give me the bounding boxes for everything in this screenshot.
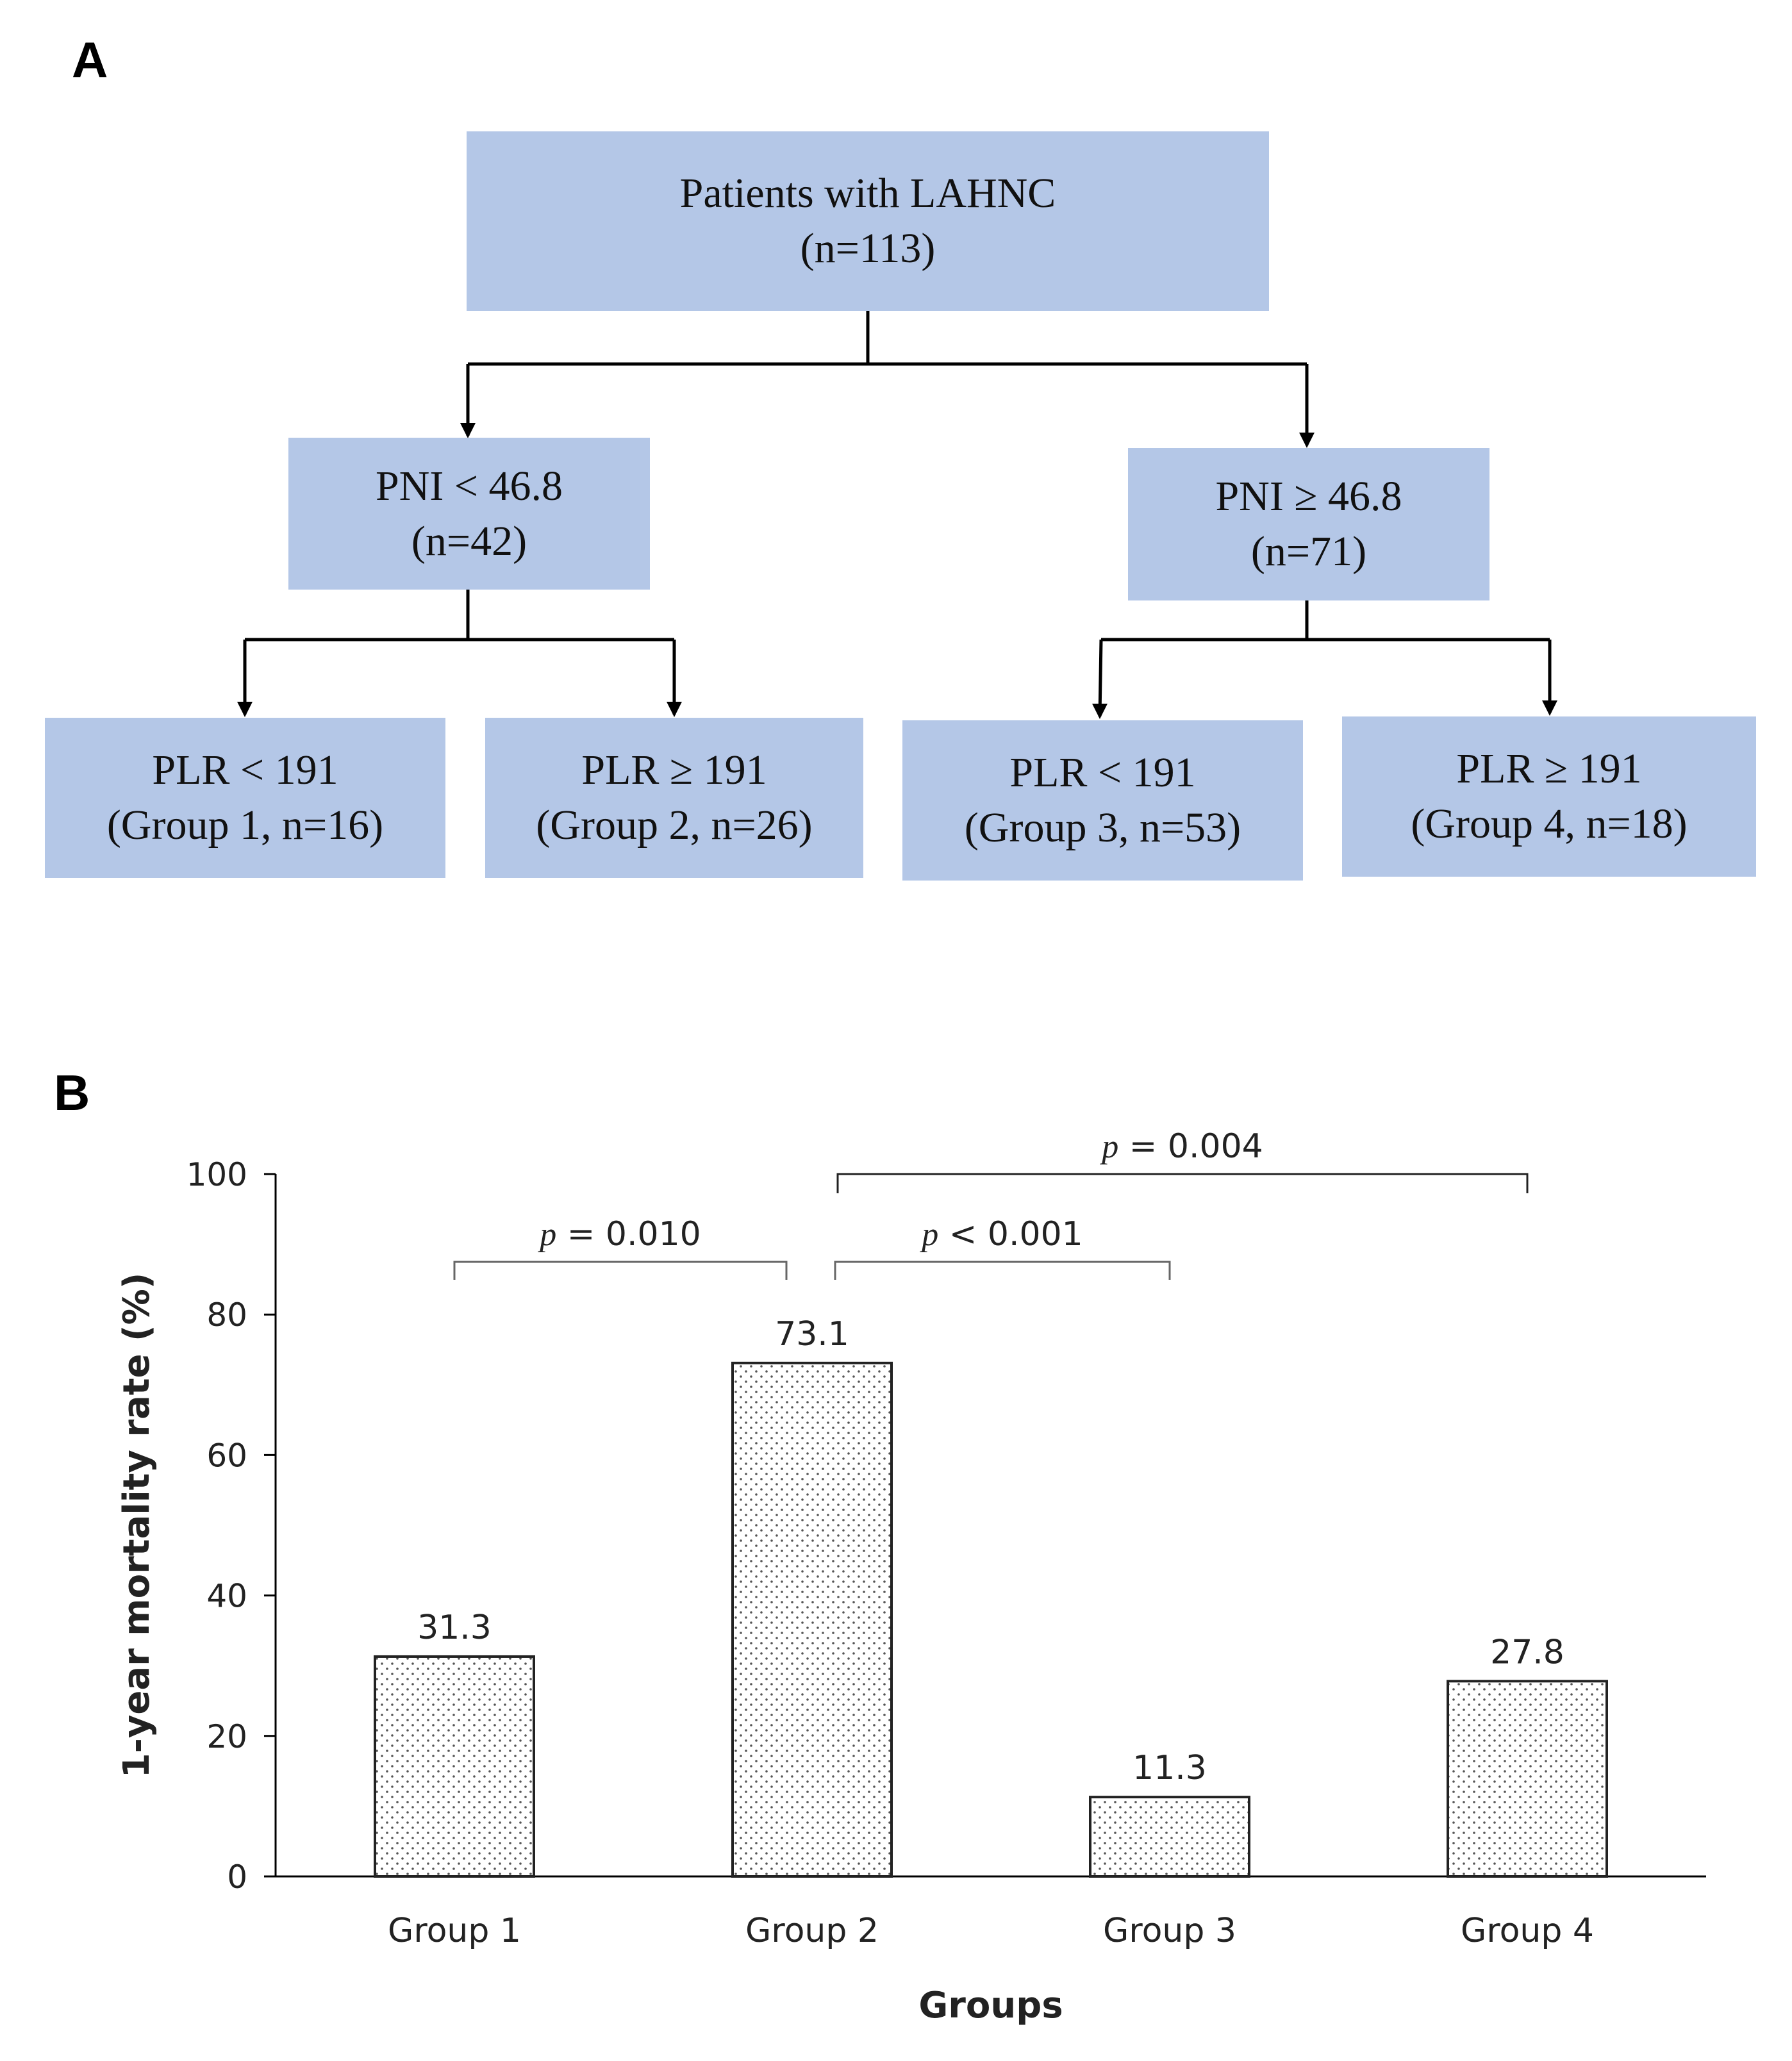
pni-low-box: PNI < 46.8 (n=42) [288,438,650,590]
significance-bracket [453,1261,788,1280]
y-tick-label: 0 [227,1858,247,1896]
group2-plr: PLR ≥ 191 [581,747,767,794]
group1-plr: PLR < 191 [152,747,338,794]
bar [374,1655,535,1878]
bar-value-label: 73.1 [775,1315,849,1353]
bar [731,1361,893,1878]
pni-low-label: PNI < 46.8 [375,462,563,509]
x-tick-label: Group 1 [388,1912,521,1950]
arrowhead-group1 [237,702,253,717]
group4-count: (Group 4, n=18) [1411,800,1688,847]
pni-high-label: PNI ≥ 46.8 [1215,473,1402,520]
y-tick-label: 100 [187,1156,247,1193]
arrowhead-left [460,423,476,438]
arrowhead-group2 [667,702,682,717]
bar-value-label: 31.3 [417,1609,492,1647]
group3-count: (Group 3, n=53) [964,804,1241,851]
arrowhead-group4 [1542,700,1557,716]
group2-box: PLR ≥ 191 (Group 2, n=26) [485,718,863,878]
x-tick-label: Group 2 [745,1912,879,1950]
p-value-label: p = 0.010 [537,1215,701,1254]
significance-bracket [836,1173,1529,1193]
root-count: (n=113) [800,225,936,272]
group1-box: PLR < 191 (Group 1, n=16) [45,718,445,878]
bar-value-label: 27.8 [1490,1633,1564,1671]
bar [1447,1680,1608,1878]
bar [1089,1796,1250,1878]
pni-low-count: (n=42) [411,517,527,565]
y-tick-label: 60 [206,1437,247,1474]
group4-box: PLR ≥ 191 (Group 4, n=18) [1342,716,1756,877]
panel-b-label: B [54,1064,90,1121]
bar-value-label: 11.3 [1132,1749,1207,1787]
x-axis-title: Groups [918,1985,1063,2026]
root-title: Patients with LAHNC [679,170,1056,217]
root-box: Patients with LAHNC (n=113) [467,131,1269,311]
group1-count: (Group 1, n=16) [106,802,384,848]
pni-high-count: (n=71) [1250,528,1367,575]
group4-plr: PLR ≥ 191 [1456,745,1642,793]
significance-bracket [834,1261,1171,1280]
flowchart-connectors [237,311,1557,719]
group3-box: PLR < 191 (Group 3, n=53) [902,720,1303,881]
group3-plr: PLR < 191 [1009,749,1196,797]
y-tick-label: 40 [206,1578,247,1615]
pni-high-box: PNI ≥ 46.8 (n=71) [1128,448,1489,600]
group2-count: (Group 2, n=26) [536,802,813,848]
x-tick-label: Group 3 [1103,1912,1236,1950]
mortality-bar-chart: 0 20 40 60 80 100 1-year mortality rate (%) 31.… [116,1127,1706,2026]
panel-a-label: A [72,31,108,88]
p-value-label: p = 0.004 [1099,1127,1263,1166]
y-tick-label: 80 [206,1296,247,1334]
arrowhead-group3 [1092,704,1108,719]
arrowhead-right [1299,433,1315,448]
x-tick-label: Group 4 [1461,1912,1594,1950]
y-axis-title: 1-year mortality rate (%) [116,1273,158,1778]
y-tick-label: 20 [206,1718,247,1755]
p-value-label: p < 0.001 [919,1215,1083,1254]
